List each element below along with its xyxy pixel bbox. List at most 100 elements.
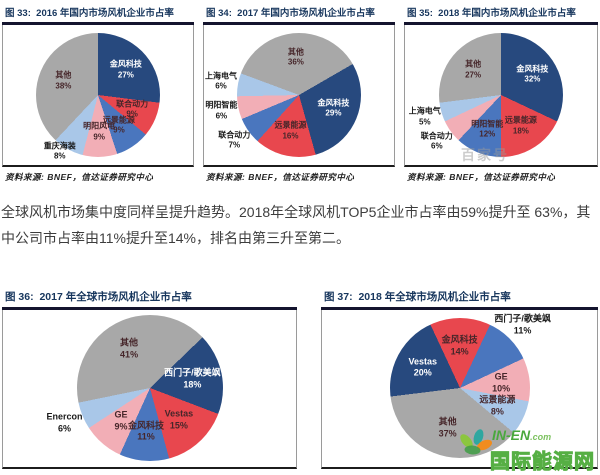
figure-number: 图 36: xyxy=(5,291,34,303)
slice-percent: 36% xyxy=(287,57,304,67)
pie-slice-label: 明阳智能 12% xyxy=(471,119,503,140)
slice-percent: 27% xyxy=(465,70,482,80)
pie-slice-label: GE 10% xyxy=(492,371,510,394)
slice-percent: 6% xyxy=(215,111,228,121)
figure-title-text: 2018 年国内市场风机企业市占率 xyxy=(438,8,576,19)
pie-slice-label: 西门子/歌美飒 11% xyxy=(494,314,551,337)
pie-chart xyxy=(237,33,361,157)
pie-slice-label: 金风科技 11% xyxy=(128,420,164,443)
pie-slice-label: 远景能源 16% xyxy=(275,121,307,142)
slice-name: GE xyxy=(114,409,128,420)
figure-source: 资料来源: BNEF，信达证券研究中心 xyxy=(407,172,556,182)
slice-name: Vestas xyxy=(164,408,194,419)
site-watermark: IN-EN.com 国际能源网 xyxy=(452,423,600,475)
slice-name: 联合动力 xyxy=(420,131,453,141)
pie-slice-label: 其他 36% xyxy=(288,48,304,69)
slice-percent: 27% xyxy=(117,70,134,80)
slice-percent: 6% xyxy=(215,81,227,91)
pie-slice-label: 联合动力 6% xyxy=(421,131,453,152)
pie-chart xyxy=(36,33,160,157)
slice-name: Vestas xyxy=(408,355,438,366)
figure-source: 资料来源: BNEF，信达证券研究中心 xyxy=(206,172,355,182)
figure-title-text: 2018 年全球市场风机企业市占率 xyxy=(358,291,511,303)
figure-37: 图 37: 2018 年全球市场风机企业市占率 金风科技 14% 西门子/歌美飒 11%… xyxy=(321,286,598,475)
slice-name: 远景能源 xyxy=(504,116,537,126)
slice-name: 其他 xyxy=(287,47,304,57)
slice-percent: 6% xyxy=(57,423,71,434)
watermark-site-name: IN-EN.com xyxy=(492,427,551,443)
slice-percent: 8% xyxy=(490,406,504,416)
slice-percent: 15% xyxy=(169,420,188,431)
watermark-site-text: IN-EN xyxy=(492,427,531,443)
pie-slice-label: Vestas 15% xyxy=(165,409,194,432)
petal-icon xyxy=(464,444,481,456)
pie-slice-label: GE 9% xyxy=(114,410,127,433)
slice-percent: 18% xyxy=(512,126,529,136)
figure-title-text: 2017 年全球市场风机企业市占率 xyxy=(39,291,192,303)
slice-percent: 9% xyxy=(114,421,128,432)
slice-name: 其他 xyxy=(120,337,139,348)
pie-slice-label: 联合动力 7% xyxy=(218,131,250,152)
pie-chart xyxy=(439,33,563,157)
chart-area: 金风科技 14% 西门子/歌美飒 11% GE 10% 远景能源 8% 其他 37% Vestas 2… xyxy=(321,310,598,469)
slice-name: 明阳智能 xyxy=(205,101,238,111)
pie-slice-label: 远景能源 18% xyxy=(505,116,537,137)
slice-percent: 18% xyxy=(183,379,202,390)
figure-title: 图 36: 2017 年全球市场风机企业市占率 xyxy=(2,286,297,310)
pie-slice-label: Vestas 20% xyxy=(409,356,438,379)
pie-slice-label: 重庆海装 8% xyxy=(44,142,76,163)
figure-title: 图 37: 2018 年全球市场风机企业市占率 xyxy=(321,286,598,310)
slice-percent: 12% xyxy=(479,129,496,139)
pie-slice-label: 远景能源 8% xyxy=(479,394,515,417)
chart-area: 金风科技 27% 联合动力 9% 远景能源 9% 明阳风电 9% 重庆海装 8% 其他 38% xyxy=(2,25,194,167)
slice-name: 其他 xyxy=(465,60,482,69)
slice-name: 金风科技 xyxy=(516,64,549,74)
slice-percent: 20% xyxy=(413,367,432,378)
pie-slice-label: 上海电气 5% xyxy=(409,107,441,128)
figure-number: 图 33: xyxy=(5,8,31,19)
figure-34: 图 34: 2017 年国内市场风机企业市占率金风科技 29% 远景能源 16% 联合动… xyxy=(203,2,395,183)
figure-title-text: 2017 年国内市场风机企业市占率 xyxy=(237,8,375,19)
figure-title: 图 33: 2016 年国内市场风机企业市占率 xyxy=(2,2,194,25)
slice-name: 上海电气 xyxy=(205,71,237,81)
figure-number: 图 37: xyxy=(324,291,353,303)
slice-name: 金风科技 xyxy=(127,419,164,430)
pie-slice-label: 明阳风电 9% xyxy=(83,122,115,143)
slice-name: 金风科技 xyxy=(317,98,350,108)
slice-percent: 5% xyxy=(419,117,431,127)
figure-title: 图 34: 2017 年国内市场风机企业市占率 xyxy=(203,2,395,25)
pie-slice-label: 金风科技 29% xyxy=(317,99,349,120)
figure-33: 图 33: 2016 年国内市场风机企业市占率 金风科技 27% 联合动力 9% 远景能源… xyxy=(2,2,194,183)
slice-name: 远景能源 xyxy=(274,120,307,130)
slice-percent: 11% xyxy=(137,431,155,442)
pie-slice-label: Enercon 6% xyxy=(46,411,82,434)
chart-area: 金风科技 29% 远景能源 16% 联合动力 7% 明阳智能 6% 上海电气 6% 其他 36% xyxy=(203,25,395,167)
pie-slice-label: 上海电气 6% xyxy=(205,71,237,92)
pie-slice-label: 其他 41% xyxy=(120,338,138,361)
slice-name: 明阳风电 xyxy=(83,121,116,131)
watermark-tld-text: .com xyxy=(530,432,552,442)
pie-slice-label: 金风科技 27% xyxy=(110,60,142,81)
pie-slice-label: 金风科技 32% xyxy=(516,65,548,86)
watermark-cn-name: 国际能源网 xyxy=(490,451,595,474)
flower-logo-icon xyxy=(457,428,494,459)
slice-percent: 41% xyxy=(120,349,139,360)
figure-title-text: 2016 年国内市场风机企业市占率 xyxy=(36,8,174,19)
pie-slice-label: 明阳智能 6% xyxy=(205,101,237,122)
figure-number: 图 34: xyxy=(206,8,232,19)
slice-name: Enercon xyxy=(46,411,83,422)
slice-percent: 14% xyxy=(450,346,469,356)
slice-name: 其他 xyxy=(55,70,72,80)
slice-name: 西门子/歌美飒 xyxy=(494,313,551,324)
slice-name: 金风科技 xyxy=(109,60,142,69)
slice-name: 重庆海装 xyxy=(43,141,76,151)
figure-number: 图 35: xyxy=(407,8,433,19)
slice-name: 联合动力 xyxy=(218,130,251,140)
body-paragraph: 全球风机市场集中度同样呈提升趋势。2018年全球风机TOP5企业市占率由59%提… xyxy=(1,204,591,246)
figure-title: 图 35: 2018 年国内市场风机企业市占率 xyxy=(404,2,598,25)
slice-name: 远景能源 xyxy=(479,394,516,405)
slice-percent: 11% xyxy=(513,325,532,336)
figure-source: 资料来源: BNEF，信达证券研究中心 xyxy=(2,469,297,475)
slice-percent: 16% xyxy=(282,131,299,141)
